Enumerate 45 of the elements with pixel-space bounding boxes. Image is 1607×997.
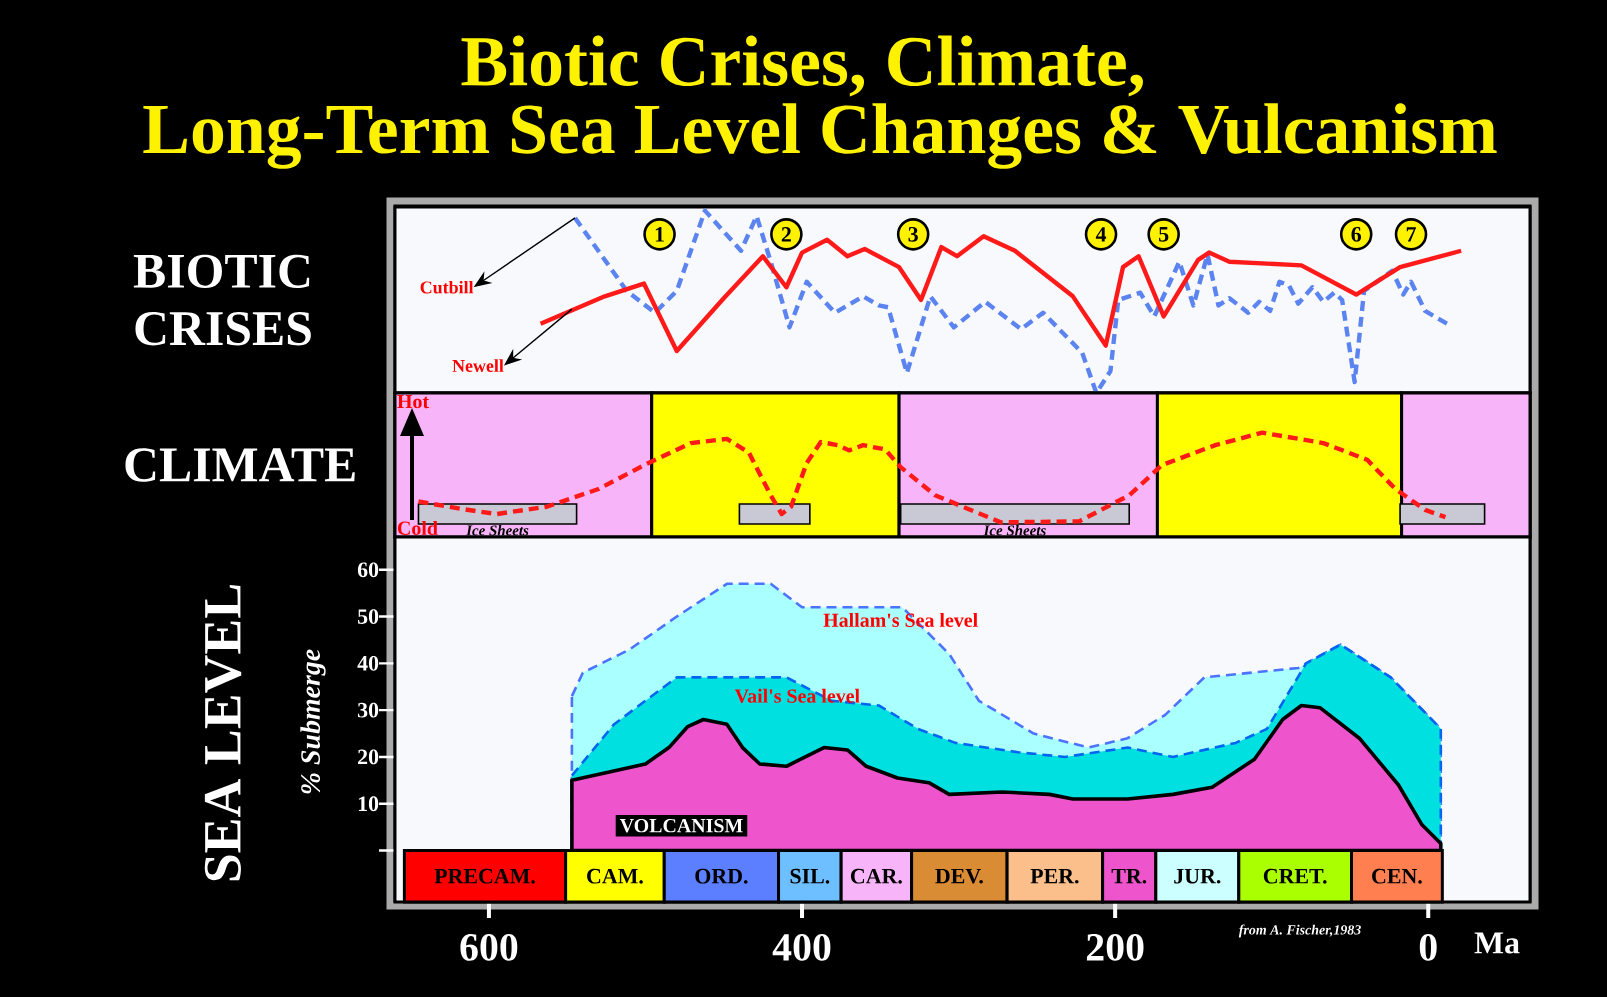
band-label: Ice Sheets bbox=[983, 524, 1046, 536]
annotation: 5 bbox=[1159, 227, 1169, 242]
y-axis-title: CLIMATE bbox=[125, 448, 355, 482]
chart-subtitle: Long-Term Sea Level Changes & Vulcanism bbox=[143, 103, 1497, 169]
band-label: JUR. bbox=[1174, 868, 1221, 884]
y-axis-title: BIOTIC CRISES bbox=[133, 254, 311, 346]
text: from A. Fischer,1983 bbox=[1238, 924, 1361, 938]
band-label: CEN. bbox=[1372, 868, 1422, 884]
band-label: ORD. bbox=[695, 868, 748, 884]
y-tick-label: 20 bbox=[358, 749, 379, 765]
x-tick-label: 600 bbox=[460, 933, 518, 961]
band-label: CRET. bbox=[1263, 868, 1327, 884]
band-label: TR. bbox=[1111, 868, 1147, 884]
x-tick-label: 0 bbox=[1419, 933, 1437, 961]
annotation: 4 bbox=[1095, 227, 1107, 242]
annotation: Cold bbox=[397, 520, 438, 535]
annotation: 2 bbox=[781, 227, 791, 242]
chart-title: Biotic Crises, Climate, bbox=[461, 35, 1143, 97]
text: Newell bbox=[452, 359, 504, 372]
band-label: PER. bbox=[1030, 868, 1079, 884]
band-label: Ice Sheets bbox=[466, 524, 529, 536]
y-tick-label: 40 bbox=[357, 655, 379, 671]
text: Cutbill bbox=[420, 280, 474, 294]
text: SEA LEVEL bbox=[204, 585, 242, 881]
y-tick-label: 50 bbox=[358, 609, 379, 624]
y-tick-label: 30 bbox=[357, 702, 379, 718]
x-axis-title: Ma bbox=[1474, 932, 1520, 954]
series-label: VOLCANISM bbox=[619, 818, 743, 833]
series-label: Hallam's Sea level bbox=[823, 612, 978, 627]
band-label: PRECAM. bbox=[434, 868, 535, 884]
annotation: 3 bbox=[908, 226, 918, 242]
annotation: 7 bbox=[1406, 227, 1416, 242]
x-tick-label: 200 bbox=[1086, 933, 1144, 961]
y-tick-label: 10 bbox=[358, 796, 379, 812]
y-axis-title: % Submerge bbox=[300, 649, 326, 794]
band-label: SIL. bbox=[790, 868, 830, 884]
text: Hot bbox=[397, 394, 430, 409]
annotation: 6 bbox=[1351, 226, 1362, 242]
x-tick-label: 400 bbox=[772, 933, 831, 961]
annotation: 1 bbox=[655, 227, 664, 242]
band-label: CAM. bbox=[587, 868, 643, 884]
y-tick-label: 60 bbox=[357, 562, 379, 578]
band-label: CAR. bbox=[850, 868, 902, 884]
series-label: Vail's Sea level bbox=[734, 688, 860, 703]
band-label: DEV. bbox=[935, 868, 983, 884]
